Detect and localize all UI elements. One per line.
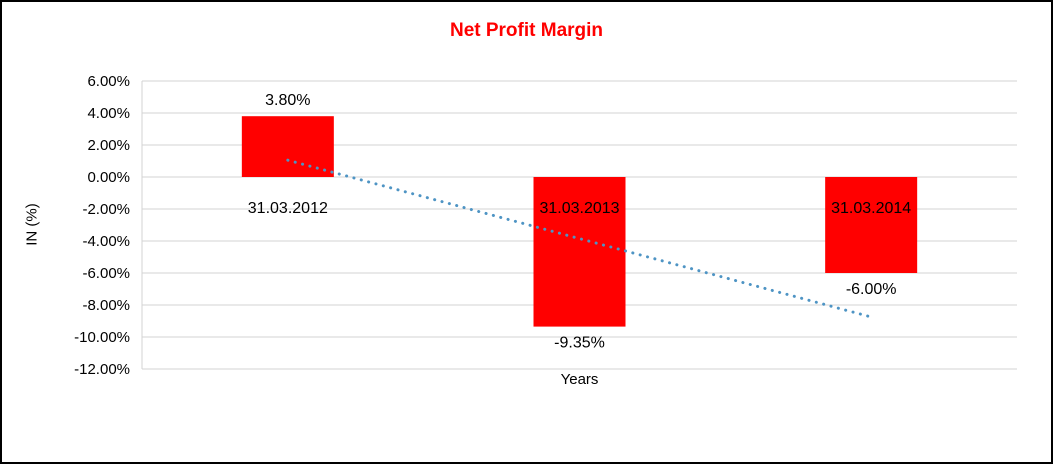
category-label: 31.03.2014: [831, 200, 911, 217]
value-label: 3.80%: [265, 92, 310, 109]
y-tick-label: -10.00%: [74, 329, 130, 346]
y-tick-label: -2.00%: [82, 201, 130, 218]
y-tick-label: 6.00%: [87, 73, 130, 90]
value-label: -6.00%: [846, 281, 897, 298]
y-tick-label: -6.00%: [82, 265, 130, 282]
y-tick-label: -4.00%: [82, 233, 130, 250]
category-label: 31.03.2013: [539, 200, 619, 217]
y-tick-label: 2.00%: [87, 137, 130, 154]
y-tick-label: 0.00%: [87, 169, 130, 186]
x-axis-title: Years: [560, 371, 599, 388]
bar-31.03.2013: [533, 177, 626, 327]
category-label: 31.03.2012: [248, 200, 328, 217]
y-tick-label: 4.00%: [87, 105, 130, 122]
y-tick-label: -8.00%: [82, 297, 130, 314]
value-label: -9.35%: [554, 335, 605, 352]
bar-31.03.2012: [241, 116, 334, 177]
chart-title: Net Profit Margin: [449, 20, 604, 41]
bar-31.03.2014: [825, 177, 918, 273]
y-tick-label: -12.00%: [74, 361, 130, 378]
